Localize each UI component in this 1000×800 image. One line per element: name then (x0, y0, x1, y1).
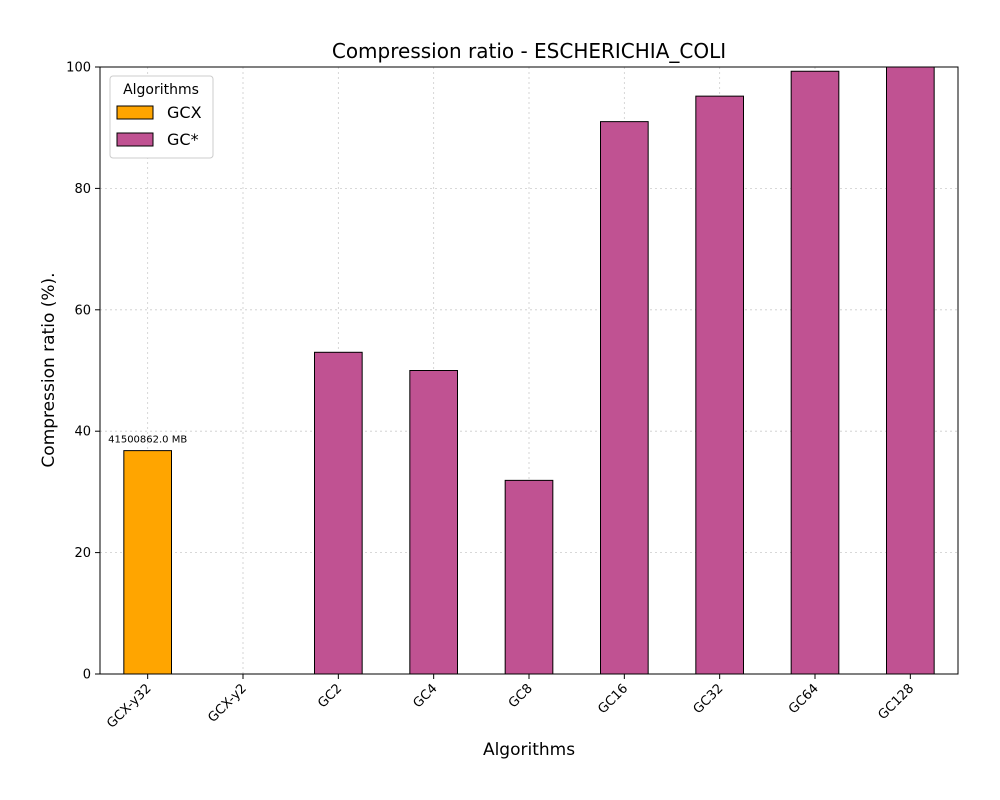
bar-data-label: 41500862.0 MB (108, 435, 187, 446)
legend-entry-label: GC* (167, 130, 199, 149)
bar-data-labels: 41500862.0 MB (108, 435, 187, 446)
x-tick-label: GC16 (595, 681, 631, 717)
legend: Algorithms GCX GC* (109, 75, 214, 159)
y-tick-label: 60 (74, 303, 91, 318)
x-tick-label: GCX-y32 (104, 681, 154, 731)
y-tick-label: 80 (74, 182, 91, 197)
legend-entry-label: GCX (167, 103, 202, 122)
x-tick-label: GC64 (786, 681, 822, 717)
x-tick-label: GC8 (506, 681, 536, 711)
bar-gc8 (504, 479, 554, 675)
bar-gc64 (790, 70, 840, 675)
legend-swatch (116, 132, 154, 147)
bar-gcx-y32 (123, 450, 173, 675)
legend-entries: GCX GC* (116, 103, 202, 149)
x-axis-ticks: GCX-y32 GCX-y2 GC2 GC4 GC8 GC16 GC32 GC64 GC128 (104, 674, 917, 732)
x-tick-label: GC128 (875, 681, 917, 723)
x-tick-label: GC32 (691, 681, 727, 717)
y-axis-ticks: 0 20 40 60 80 100 (66, 61, 100, 683)
bar-gc4 (409, 370, 459, 675)
x-axis-label: Algorithms (483, 740, 575, 760)
chart-title: Compression ratio - ESCHERICHIA_COLI (332, 39, 726, 63)
y-tick-label: 0 (83, 668, 91, 683)
y-tick-label: 20 (74, 546, 91, 561)
x-tick-label: GCX-y2 (205, 681, 249, 725)
bars (123, 66, 935, 675)
y-tick-label: 100 (66, 61, 91, 76)
bar-gc2 (314, 351, 363, 675)
y-tick-label: 40 (74, 425, 91, 440)
bar-gc16 (600, 121, 649, 675)
bar-gc128 (886, 66, 935, 675)
bar-gc32 (695, 95, 744, 675)
legend-swatch (116, 105, 154, 120)
x-tick-label: GC4 (410, 681, 440, 711)
x-tick-label: GC2 (315, 681, 345, 711)
legend-title: Algorithms (123, 82, 199, 98)
y-axis-label: Compression ratio (%). (39, 272, 59, 467)
